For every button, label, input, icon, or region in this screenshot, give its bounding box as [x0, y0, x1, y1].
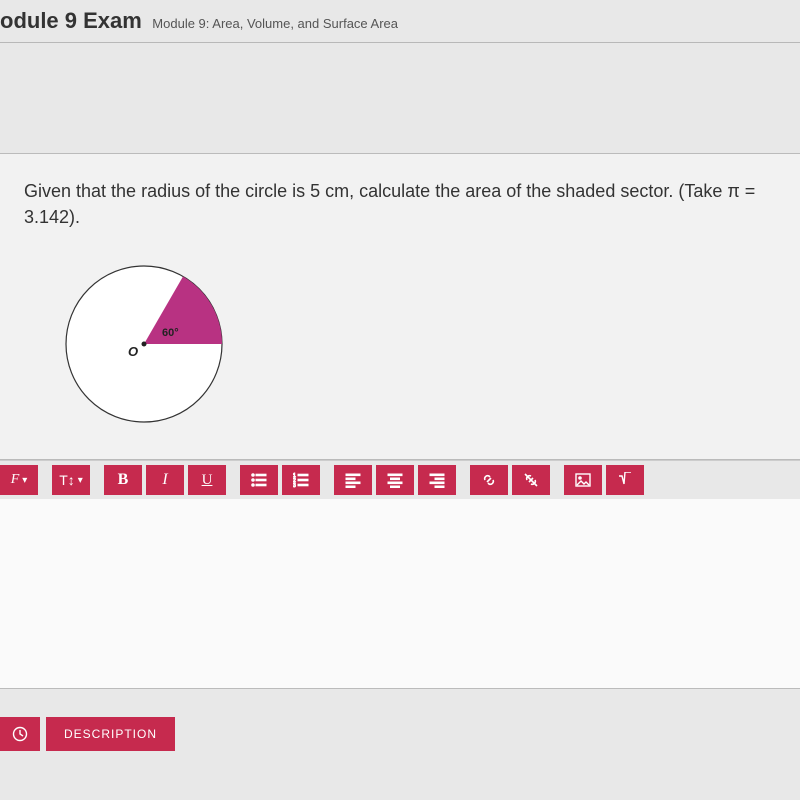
align-center-button[interactable]	[376, 465, 414, 495]
numbered-list-icon: 123	[293, 472, 309, 488]
font-size-label: T↕	[59, 472, 75, 488]
answer-editor[interactable]	[0, 499, 800, 689]
align-right-icon	[429, 472, 445, 488]
image-icon	[575, 472, 591, 488]
exam-subtitle: Module 9: Area, Volume, and Surface Area	[152, 16, 398, 31]
align-right-button[interactable]	[418, 465, 456, 495]
sector-figure: 60° O	[54, 254, 776, 439]
font-family-button[interactable]: F	[0, 465, 38, 495]
bold-button[interactable]: B	[104, 465, 142, 495]
exam-header: odule 9 Exam Module 9: Area, Volume, and…	[0, 0, 800, 43]
exam-title: odule 9 Exam	[0, 8, 142, 33]
description-button[interactable]: DESCRIPTION	[46, 717, 175, 751]
font-size-button[interactable]: T↕	[52, 465, 90, 495]
font-family-label: F	[11, 472, 20, 488]
equation-button[interactable]	[606, 465, 644, 495]
numbered-list-button[interactable]: 123	[282, 465, 320, 495]
bullet-list-button[interactable]	[240, 465, 278, 495]
italic-button[interactable]: I	[146, 465, 184, 495]
equation-icon	[617, 472, 633, 488]
svg-text:3: 3	[293, 483, 296, 488]
unlink-icon	[523, 472, 539, 488]
footer-bar: DESCRIPTION	[0, 717, 800, 751]
bullet-list-icon	[251, 472, 267, 488]
underline-button[interactable]: U	[188, 465, 226, 495]
image-button[interactable]	[564, 465, 602, 495]
align-left-icon	[345, 472, 361, 488]
editor-toolbar: F T↕ B I U 123	[0, 460, 800, 499]
unlink-button[interactable]	[512, 465, 550, 495]
align-left-button[interactable]	[334, 465, 372, 495]
svg-text:O: O	[128, 344, 138, 359]
history-button[interactable]	[0, 717, 40, 751]
svg-text:60°: 60°	[162, 327, 179, 339]
clock-icon	[12, 726, 28, 742]
link-button[interactable]	[470, 465, 508, 495]
question-panel: Given that the radius of the circle is 5…	[0, 153, 800, 460]
align-center-icon	[387, 472, 403, 488]
circle-sector-svg: 60° O	[54, 254, 234, 434]
link-icon	[481, 472, 497, 488]
description-label: DESCRIPTION	[64, 727, 157, 741]
header-spacer	[0, 43, 800, 153]
question-text: Given that the radius of the circle is 5…	[24, 178, 776, 230]
